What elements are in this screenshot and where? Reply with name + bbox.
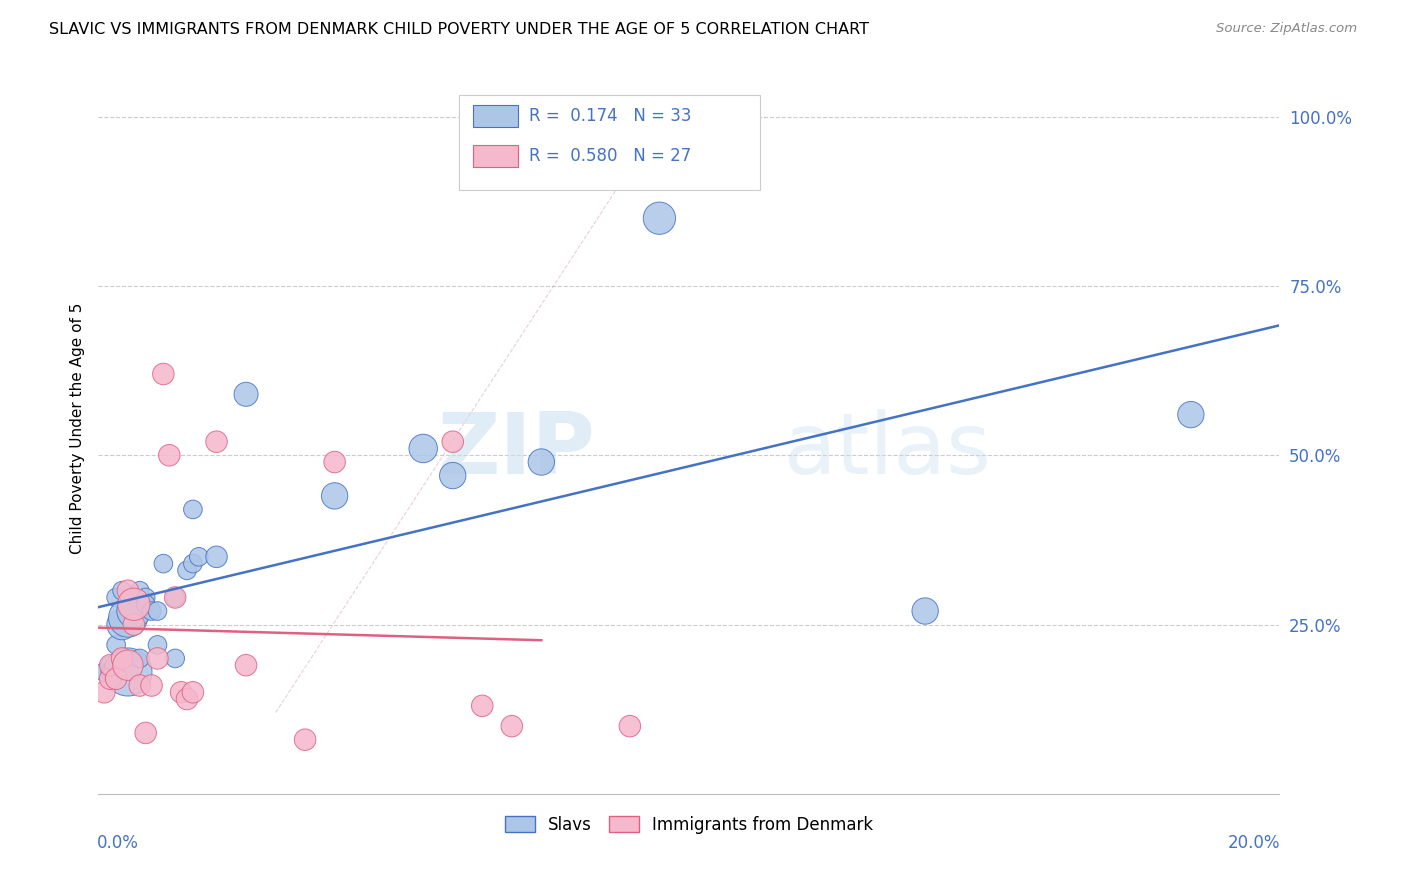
Point — [914, 604, 936, 618]
Point — [205, 549, 228, 564]
Point — [128, 651, 150, 665]
Point — [111, 617, 134, 632]
Point — [128, 679, 150, 693]
Point — [105, 672, 128, 686]
Point — [441, 468, 464, 483]
Bar — [472, 105, 517, 127]
Point — [105, 591, 128, 605]
Point — [1180, 408, 1202, 422]
Point — [323, 489, 346, 503]
Point — [176, 563, 198, 577]
Text: SLAVIC VS IMMIGRANTS FROM DENMARK CHILD POVERTY UNDER THE AGE OF 5 CORRELATION C: SLAVIC VS IMMIGRANTS FROM DENMARK CHILD … — [49, 22, 869, 37]
Point — [181, 502, 204, 516]
Point — [235, 387, 257, 401]
Point — [146, 651, 169, 665]
Point — [141, 679, 163, 693]
Point — [135, 591, 157, 605]
Legend: Slavs, Immigrants from Denmark: Slavs, Immigrants from Denmark — [498, 809, 880, 840]
Point — [105, 638, 128, 652]
Point — [128, 583, 150, 598]
Point — [93, 665, 115, 679]
Point — [181, 557, 204, 571]
Point — [619, 719, 641, 733]
Point — [471, 698, 494, 713]
Text: R =  0.174   N = 33: R = 0.174 N = 33 — [530, 107, 692, 125]
Point — [323, 455, 346, 469]
Point — [187, 549, 209, 564]
Point — [294, 732, 316, 747]
Point — [98, 672, 121, 686]
Point — [98, 658, 121, 673]
Point — [170, 685, 193, 699]
Y-axis label: Child Poverty Under the Age of 5: Child Poverty Under the Age of 5 — [69, 302, 84, 554]
Point — [165, 591, 187, 605]
Point — [122, 604, 145, 618]
Point — [111, 583, 134, 598]
Point — [181, 685, 204, 699]
Point — [441, 434, 464, 449]
Point — [122, 597, 145, 611]
Text: atlas: atlas — [783, 409, 991, 491]
Text: 0.0%: 0.0% — [97, 834, 139, 852]
Point — [146, 604, 169, 618]
Point — [176, 692, 198, 706]
Point — [648, 211, 671, 226]
Point — [152, 367, 174, 381]
Point — [412, 442, 434, 456]
Point — [117, 611, 139, 625]
Text: ZIP: ZIP — [437, 409, 595, 491]
Point — [135, 597, 157, 611]
Point — [501, 719, 523, 733]
Point — [530, 455, 553, 469]
Point — [205, 434, 228, 449]
Text: R =  0.580   N = 27: R = 0.580 N = 27 — [530, 147, 692, 165]
Point — [117, 665, 139, 679]
Point — [141, 604, 163, 618]
Point — [122, 617, 145, 632]
Point — [146, 638, 169, 652]
Point — [117, 583, 139, 598]
Point — [152, 557, 174, 571]
Point — [235, 658, 257, 673]
Bar — [472, 145, 517, 167]
Text: Source: ZipAtlas.com: Source: ZipAtlas.com — [1216, 22, 1357, 36]
FancyBboxPatch shape — [458, 95, 759, 191]
Point — [98, 658, 121, 673]
Point — [135, 726, 157, 740]
Point — [111, 651, 134, 665]
Text: 20.0%: 20.0% — [1229, 834, 1281, 852]
Point — [98, 665, 121, 679]
Point — [157, 448, 180, 462]
Point — [165, 651, 187, 665]
Point — [117, 658, 139, 673]
Point — [93, 685, 115, 699]
Point — [165, 591, 187, 605]
